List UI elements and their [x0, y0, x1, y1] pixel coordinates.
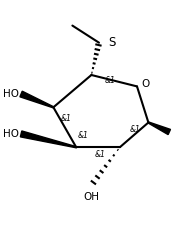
Text: S: S: [108, 36, 116, 49]
Text: &1: &1: [130, 124, 141, 133]
Text: OH: OH: [83, 191, 99, 201]
Text: HO: HO: [3, 89, 19, 99]
Text: &1: &1: [105, 76, 116, 85]
Text: &1: &1: [78, 130, 89, 139]
Text: HO: HO: [3, 128, 19, 138]
Polygon shape: [148, 122, 171, 135]
Polygon shape: [20, 131, 76, 148]
Text: &1: &1: [94, 149, 105, 158]
Text: O: O: [142, 79, 150, 89]
Polygon shape: [20, 92, 54, 108]
Text: &1: &1: [61, 114, 72, 123]
